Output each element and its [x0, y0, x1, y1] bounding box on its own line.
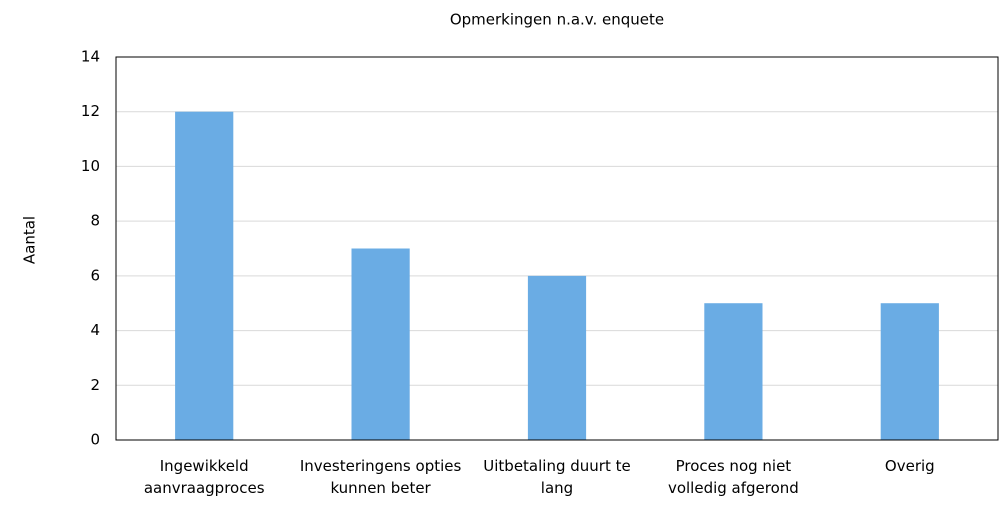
- bar: [704, 303, 763, 440]
- x-tick-label: Proces nog niet volledig afgerond: [667, 457, 799, 497]
- x-tick-label: Investeringens opties kunnen beter: [299, 457, 462, 497]
- y-tick-label: 8: [90, 212, 100, 230]
- x-tick-label: Overig: [884, 457, 935, 475]
- y-tick-label: 12: [81, 102, 100, 120]
- plot-border: [115, 56, 999, 441]
- bar: [880, 303, 939, 440]
- y-tick-label: 0: [90, 431, 100, 449]
- y-tick-label: 10: [81, 157, 100, 175]
- bar: [175, 111, 234, 440]
- y-axis-label: Aantal: [21, 216, 39, 264]
- y-tick-label: 14: [81, 48, 100, 66]
- bar: [351, 248, 410, 440]
- y-tick-label: 6: [90, 266, 100, 284]
- y-tick-label: 2: [90, 376, 100, 394]
- chart-title: Opmerkingen n.a.v. enquete: [450, 11, 664, 29]
- y-tick-label: 4: [90, 321, 100, 339]
- x-tick-label: Uitbetaling duurt te lang: [483, 457, 631, 497]
- bar: [527, 275, 587, 440]
- x-tick-label: Ingewikkeld aanvraagproces: [143, 457, 265, 497]
